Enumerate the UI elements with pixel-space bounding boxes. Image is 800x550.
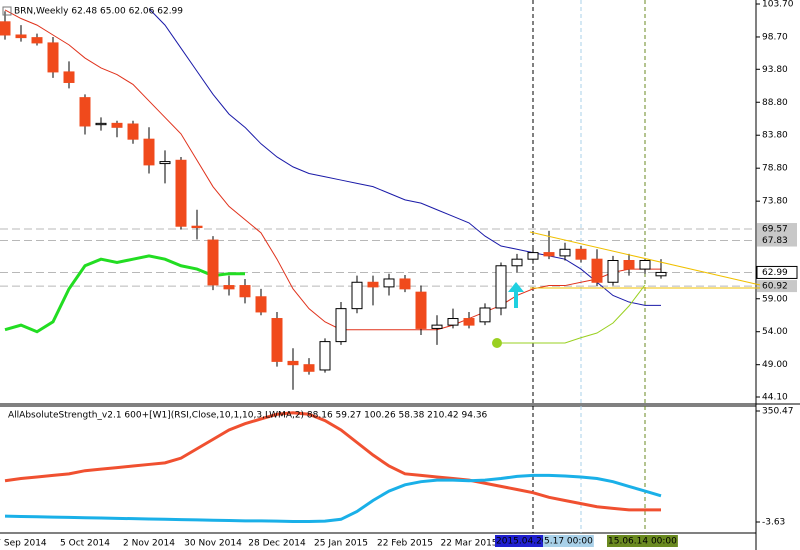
- x-tick-label: 22 Feb 2015: [377, 539, 433, 549]
- candle-body: [447, 318, 459, 326]
- level-box: [756, 265, 798, 279]
- candle-body: [319, 341, 331, 371]
- level-box: [757, 234, 797, 247]
- candle-body: [639, 260, 651, 270]
- candle-body: [175, 159, 187, 227]
- y-tick-label: -3.63: [762, 518, 785, 528]
- y-tick-label: 73.80: [762, 197, 788, 207]
- level-label: 67.83: [762, 236, 788, 246]
- candle-body: [335, 308, 347, 343]
- indicator-panel: -3.63 350.47: [4, 407, 794, 528]
- indicator-line: [4, 254, 245, 334]
- y-tick-label: 59.00: [762, 294, 788, 304]
- candle-body: [191, 225, 203, 229]
- candle-body: [127, 123, 139, 140]
- indicator-title: AllAbsoluteStrength_v2.1 600+[W1](RSI,Cl…: [8, 411, 488, 421]
- date-box: [543, 535, 594, 547]
- candle-body: [95, 122, 107, 126]
- candle-body: [15, 34, 27, 39]
- candle-body: [655, 271, 667, 277]
- candle-body: [63, 71, 75, 83]
- level-label: 62.99: [762, 268, 788, 278]
- indicator-line: [4, 9, 661, 331]
- candle-body: [271, 318, 283, 362]
- x-tick-label: 28 Dec 2014: [248, 539, 306, 549]
- x-tick-label: 25 Jan 2015: [314, 539, 368, 549]
- candle-body: [31, 37, 43, 44]
- y-tick-label: 98.70: [762, 32, 788, 42]
- level-label: 60.92: [762, 282, 788, 292]
- candle-body: [367, 281, 379, 288]
- candle-body: [607, 260, 619, 283]
- trend-line: [529, 231, 761, 286]
- level-box: [757, 223, 797, 236]
- x-tick-label: 30 Nov 2014: [184, 539, 242, 549]
- y-tick-label: 93.80: [762, 65, 788, 75]
- date-label: 2015.04.26 00:00: [496, 537, 577, 547]
- candle-body: [463, 318, 475, 326]
- candle-body: [143, 138, 155, 166]
- x-tick-label: 7 Sep 2014: [0, 539, 47, 549]
- candle-body: [543, 252, 555, 257]
- candle-body: [159, 161, 171, 165]
- chart-icon: [2, 6, 12, 16]
- level-label: 69.57: [762, 225, 788, 235]
- signal-line: [497, 284, 646, 344]
- candle-body: [575, 248, 587, 260]
- candle-body: [47, 42, 59, 73]
- candle-body: [591, 258, 603, 283]
- x-tick-label: 5 Oct 2014: [60, 539, 110, 549]
- y-tick-label: 350.47: [762, 407, 794, 417]
- x-tick-label: 22 Mar 2015: [440, 539, 497, 549]
- x-tick-label: 2 Nov 2014: [123, 539, 175, 549]
- date-box: [607, 535, 678, 547]
- candle-body: [303, 364, 315, 372]
- chart-title: BRN,Weekly 62.48 65.00 62.06 62.99: [14, 7, 183, 17]
- strength-line: [4, 411, 661, 512]
- candle-body: [239, 285, 251, 298]
- candle-body: [399, 278, 411, 290]
- candle-body: [351, 281, 363, 310]
- candle-body: [111, 122, 123, 128]
- level-box: [757, 280, 797, 293]
- date-label: 15.06.14 00:00: [608, 537, 677, 547]
- candle-body: [527, 252, 539, 260]
- candle-body: [479, 307, 491, 323]
- up-arrow: [508, 282, 524, 308]
- candle-body: [431, 324, 443, 329]
- candle-body: [255, 296, 267, 313]
- candle-body: [415, 291, 427, 329]
- y-tick-label: 44.10: [762, 393, 788, 403]
- candle-body: [383, 278, 395, 288]
- candle-body: [223, 285, 235, 290]
- candle-body: [511, 258, 523, 267]
- candle-body: [559, 248, 571, 257]
- y-tick-label: 83.80: [762, 131, 788, 141]
- strength-line: [4, 473, 662, 523]
- candle-body: [495, 265, 507, 309]
- candle-body: [623, 260, 635, 270]
- candle-body: [287, 360, 299, 366]
- candle-body: [79, 97, 91, 127]
- y-tick-label: 49.00: [762, 360, 788, 370]
- y-tick-label: 103.70: [762, 0, 794, 10]
- indicator-line: [148, 8, 661, 306]
- candle-body: [0, 21, 11, 36]
- date-label: 5.17 00:00: [544, 537, 593, 547]
- y-tick-label: 54.00: [762, 327, 788, 337]
- y-tick-label: 88.80: [762, 98, 788, 108]
- candle-body: [207, 239, 219, 286]
- y-tick-label: 78.80: [762, 164, 788, 174]
